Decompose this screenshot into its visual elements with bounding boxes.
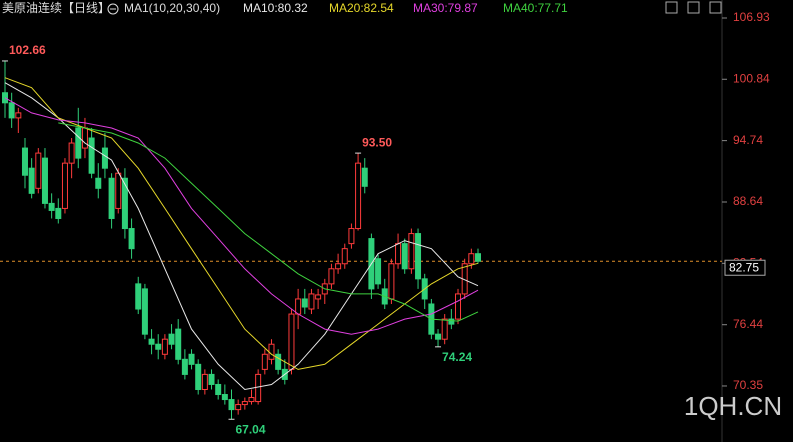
candle-body [301,298,308,308]
candle-body [401,243,408,270]
indicator: MA1(10,20,30,40) [124,1,220,15]
candle-body [468,253,475,265]
candle-body [181,358,188,375]
candle-body [195,363,202,390]
candle-body [308,293,315,310]
y-tick-label: 94.74 [733,133,763,147]
candle-body [8,102,15,119]
candle-body [141,288,148,335]
candle-body [435,333,442,340]
candle-body [155,343,162,350]
candle-body [128,228,135,250]
candle-body [48,202,55,211]
candle-body [235,404,242,411]
candle-body [168,333,175,345]
candle-body [115,172,122,209]
chart-title: 美原油连续 [2,0,62,15]
ma-line [4,82,479,391]
candle-body [61,162,68,209]
legend-entry: MA10:80.32 [243,1,308,15]
ma-line [4,97,479,335]
candle-body [135,283,142,310]
last-price-box [724,259,766,276]
candle-body [55,207,62,219]
candle-body [335,263,342,270]
candle-body [315,294,322,300]
candle-body [201,373,208,390]
candle-body [241,401,248,406]
ma-line [58,122,479,322]
candle-body [261,353,268,370]
legend-entry: MA40:77.71 [503,1,568,15]
candle-body [35,152,42,189]
last-price-label: 82.75 [729,260,759,274]
candle-body [288,313,295,370]
candle-body [2,92,8,104]
annotation: 74.24 [442,350,472,364]
candle-body [268,343,275,360]
candle-body [355,162,362,230]
y-tick-label: 70.35 [733,378,763,392]
candle-body [295,298,302,315]
candle-body [221,394,228,401]
y-tick-label: 76.44 [733,317,763,331]
annotation: 67.04 [236,422,266,436]
y-tick-label: 88.64 [733,194,763,208]
candle-body [348,228,355,245]
candle-body [95,177,102,189]
candle-body [415,233,422,280]
annotation: 102.66 [9,43,46,57]
candle-body [75,127,82,159]
candle-body [448,318,455,325]
period: 【日线】 [62,1,110,15]
candle-body [68,142,75,164]
candle-body [441,318,448,340]
window-button[interactable] [687,1,700,14]
candle-body [328,268,335,285]
candle-body [341,248,348,265]
legend-entry: MA20:82.54 [329,1,394,15]
collapse-icon[interactable] [107,3,119,15]
y-tick-label: 106.93 [733,10,770,24]
candle-body [101,147,108,169]
candle-body [148,338,155,345]
candle-body [228,399,235,411]
candle-body [108,177,115,219]
candle-body [175,328,182,360]
candle-body [248,397,255,403]
watermark: 1QH.CN [684,391,782,421]
plot: 106.93100.8494.7488.6482.5476.4470.35102… [0,10,770,436]
candle-body [275,353,282,370]
candle-body [215,383,222,396]
legend-entry: MA30:79.87 [413,1,478,15]
candle-body [161,338,168,355]
candle-body [475,253,481,262]
candle-body [28,167,35,194]
candle-body [255,373,262,403]
candle-body [15,112,22,119]
y-tick-label: 100.84 [733,71,770,85]
candle-body [208,373,215,385]
candle-body [455,293,462,320]
window-button[interactable] [665,1,678,14]
candle-body [121,177,128,230]
candle-body [81,127,88,149]
candle-body [361,167,368,187]
candle-body [375,258,382,285]
candle-body [188,353,195,365]
candle-body [388,263,395,300]
candle-body [88,137,95,174]
legend: MA10:80.32 MA20:82.54 MA30:79.87 MA40:77.71 [243,1,568,15]
window-button[interactable] [709,1,722,14]
candle-body [41,157,48,204]
annotation: 93.50 [362,135,392,149]
candle-body [408,233,415,270]
candle-body [21,147,28,176]
candle-body [395,243,402,265]
